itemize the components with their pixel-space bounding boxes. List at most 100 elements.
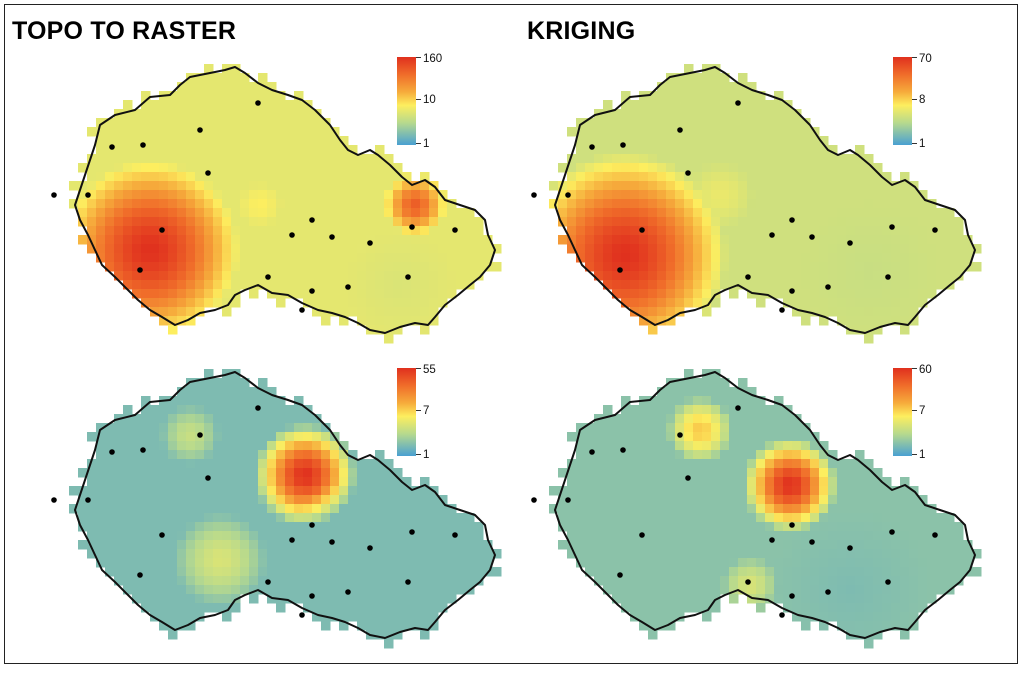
legend-max-label: 160 — [423, 53, 443, 65]
station-point — [205, 475, 211, 481]
map-svg-kriging-lower — [531, 369, 982, 649]
country-border — [74, 66, 496, 334]
station-point — [677, 127, 683, 133]
station-point — [255, 405, 261, 411]
station-point — [769, 537, 775, 543]
station-point — [779, 612, 785, 618]
station-point — [565, 192, 571, 198]
station-point — [109, 144, 115, 150]
station-point — [639, 227, 645, 233]
station-point — [889, 224, 895, 230]
legend-max-label: 70 — [919, 53, 932, 65]
country-border — [74, 371, 496, 639]
map-panel-kriging-upper — [520, 55, 1020, 375]
heat-field — [69, 64, 502, 344]
station-point — [345, 284, 351, 290]
legend-mid-label: 8 — [919, 94, 926, 106]
station-point — [617, 267, 623, 273]
station-point — [329, 539, 335, 545]
station-point — [617, 572, 623, 578]
station-point — [620, 447, 626, 453]
station-point — [735, 405, 741, 411]
map-panel-topo-lower — [40, 360, 540, 680]
station-point — [85, 497, 91, 503]
station-point — [735, 100, 741, 106]
heat-field — [549, 369, 982, 649]
map-svg-kriging-upper — [531, 64, 982, 344]
station-point — [265, 579, 271, 585]
station-point — [299, 307, 305, 313]
station-point — [589, 449, 595, 455]
station-point — [565, 497, 571, 503]
station-point — [197, 432, 203, 438]
station-point — [531, 497, 537, 503]
title-topo-to-raster: TOPO TO RASTER — [12, 17, 237, 45]
station-point — [309, 522, 315, 528]
legend-colorbar — [397, 57, 416, 145]
station-point — [889, 529, 895, 535]
station-point — [789, 288, 795, 294]
legend-kriging-upper: 70 8 1 — [893, 53, 953, 152]
map-panel-kriging-lower — [520, 360, 1020, 680]
station-point — [885, 579, 891, 585]
station-point — [677, 432, 683, 438]
station-point — [309, 217, 315, 223]
legend-mid-label: 10 — [423, 94, 436, 106]
station-point — [405, 274, 411, 280]
legend-max-label: 55 — [423, 364, 436, 376]
station-point — [309, 593, 315, 599]
station-point — [299, 612, 305, 618]
station-point — [409, 529, 415, 535]
station-point — [51, 497, 57, 503]
station-point — [452, 532, 458, 538]
station-point — [847, 545, 853, 551]
station-point — [779, 307, 785, 313]
station-point — [825, 284, 831, 290]
station-point — [452, 227, 458, 233]
station-point — [255, 100, 261, 106]
station-point — [932, 227, 938, 233]
station-point — [197, 127, 203, 133]
station-point — [85, 192, 91, 198]
station-point — [205, 170, 211, 176]
legend-colorbar — [397, 368, 416, 456]
station-point — [789, 217, 795, 223]
station-point — [137, 267, 143, 273]
legend-min-label: 1 — [423, 138, 430, 150]
station-point — [289, 232, 295, 238]
station-point — [589, 144, 595, 150]
heat-field — [549, 64, 982, 344]
station-point — [531, 192, 537, 198]
station-point — [409, 224, 415, 230]
legend-colorbar — [893, 57, 912, 145]
map-svg-topo-lower — [51, 369, 502, 649]
station-point — [620, 142, 626, 148]
station-point — [367, 545, 373, 551]
country-border — [554, 66, 976, 334]
station-point — [745, 274, 751, 280]
station-point — [109, 449, 115, 455]
station-point — [159, 532, 165, 538]
map-panel-topo-upper — [40, 55, 540, 375]
station-point — [789, 593, 795, 599]
country-border — [554, 371, 976, 639]
station-point — [847, 240, 853, 246]
station-point — [825, 589, 831, 595]
station-point — [789, 522, 795, 528]
legend-topo-lower: 55 7 1 — [397, 364, 457, 463]
station-point — [885, 274, 891, 280]
legend-mid-label: 7 — [423, 405, 430, 417]
station-point — [367, 240, 373, 246]
station-point — [639, 532, 645, 538]
station-point — [309, 288, 315, 294]
legend-mid-label: 7 — [919, 405, 926, 417]
legend-topo-upper: 160 10 1 — [397, 53, 457, 152]
station-point — [140, 447, 146, 453]
station-point — [769, 232, 775, 238]
legend-min-label: 1 — [423, 449, 430, 461]
station-point — [685, 475, 691, 481]
station-point — [159, 227, 165, 233]
station-point — [809, 234, 815, 240]
title-kriging: KRIGING — [527, 17, 636, 45]
station-point — [329, 234, 335, 240]
